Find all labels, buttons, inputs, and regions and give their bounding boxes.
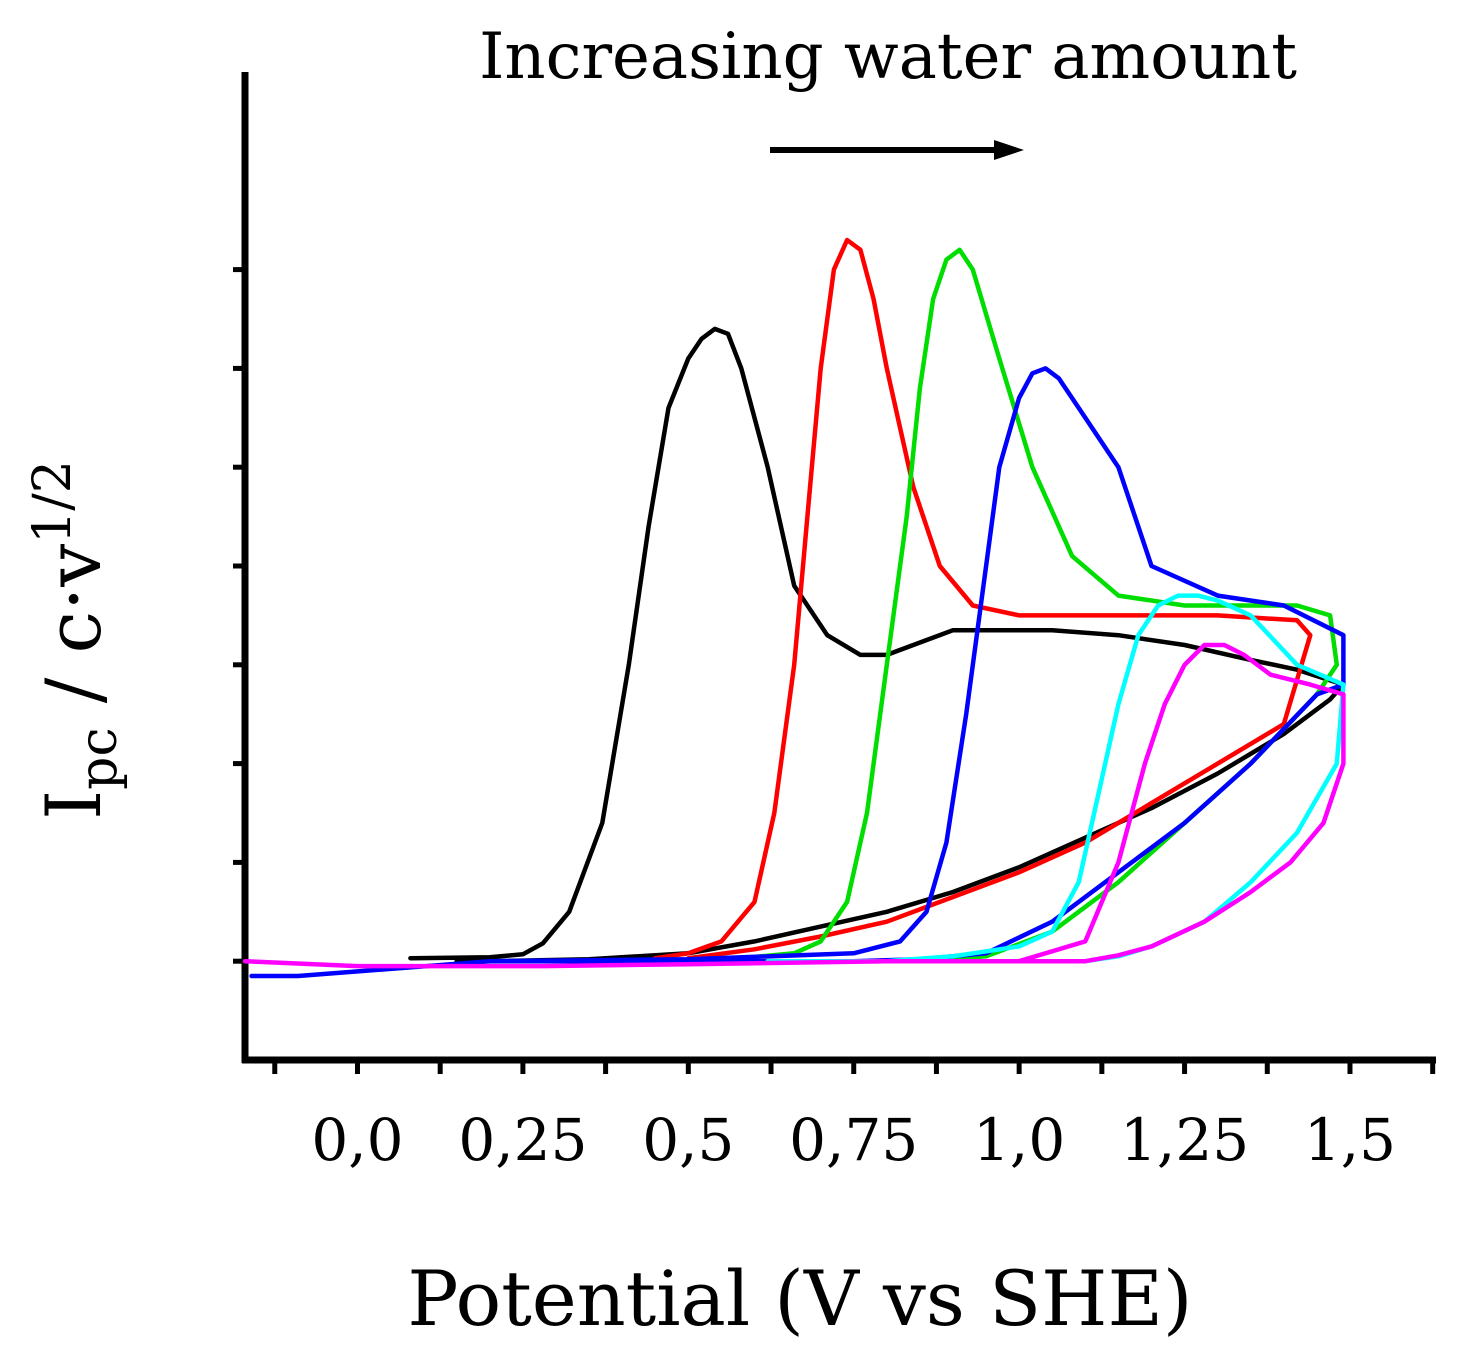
x-tick-label-3: 0,75	[789, 1106, 918, 1174]
x-tick-label-5: 1,25	[1120, 1106, 1249, 1174]
y-label-rest: / c·v	[29, 544, 118, 728]
y-label-main: I	[29, 790, 118, 820]
y-axis-label: Ipc / c·v1/2	[23, 460, 129, 820]
series-line-black	[408, 326, 1346, 964]
x-tick-label-6: 1,5	[1304, 1106, 1396, 1174]
y-label-subscript: pc	[69, 727, 129, 789]
x-tick-label-2: 0,5	[642, 1106, 734, 1174]
data-series	[242, 237, 1346, 979]
series-line-green	[739, 247, 1340, 964]
x-tick-label-1: 0,25	[458, 1106, 587, 1174]
series-line-blue	[249, 366, 1346, 979]
x-tick-label-0: 0,0	[311, 1106, 403, 1174]
series-line-magenta	[242, 642, 1346, 969]
arrow-right-icon	[770, 140, 1024, 160]
x-tick-labels: 0,0 0,25 0,5 0,75 1,0 1,25 1,5	[311, 1106, 1396, 1174]
series-line-red	[652, 237, 1313, 961]
y-label-superscript: 1/2	[23, 460, 83, 544]
axis-ticks	[233, 267, 1436, 1074]
annotation-text: Increasing water amount	[479, 20, 1297, 94]
x-axis-label: Potential (V vs SHE)	[407, 1254, 1192, 1343]
x-tick-label-4: 1,0	[973, 1106, 1065, 1174]
